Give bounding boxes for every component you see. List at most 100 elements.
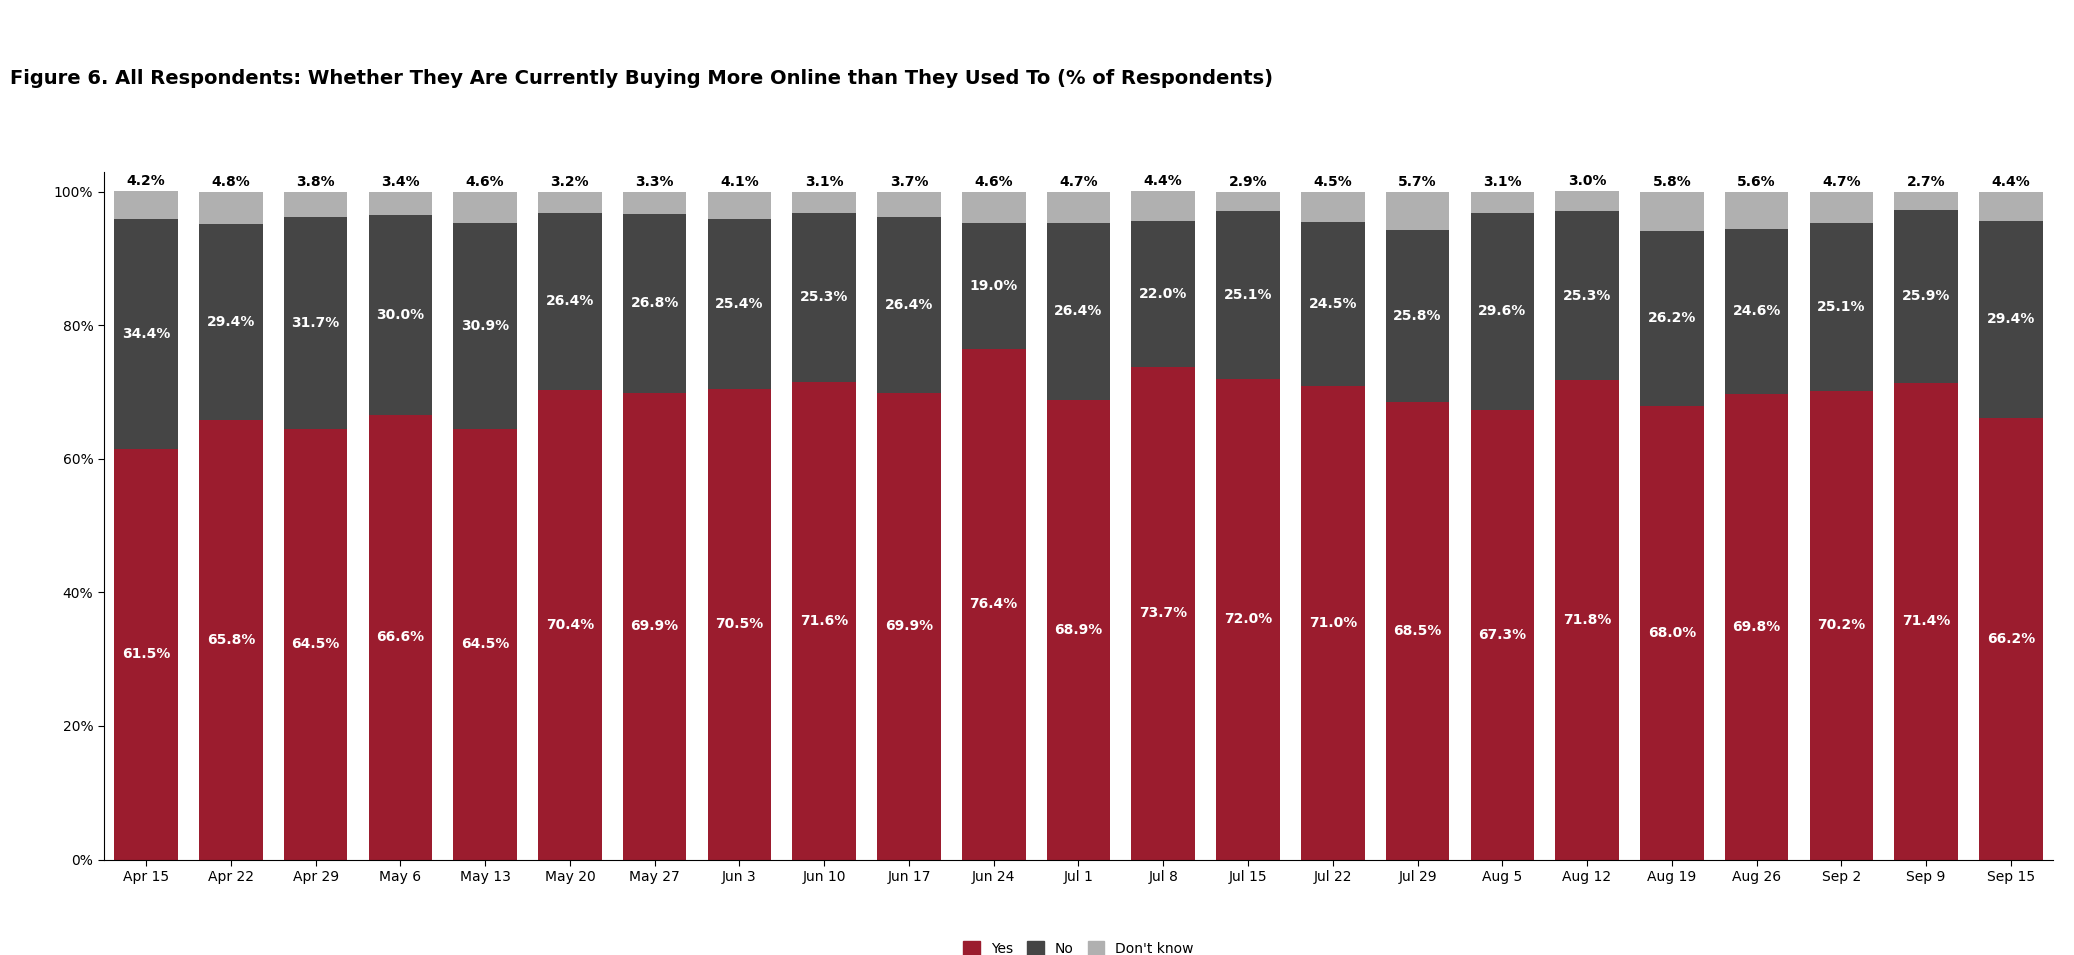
- Text: 25.3%: 25.3%: [1564, 288, 1611, 303]
- Text: 24.6%: 24.6%: [1732, 305, 1782, 318]
- Bar: [1726, 229, 1788, 393]
- Bar: [199, 192, 263, 224]
- Bar: [284, 218, 346, 429]
- Text: 26.4%: 26.4%: [1054, 305, 1103, 318]
- Bar: [199, 224, 263, 420]
- Text: 24.5%: 24.5%: [1309, 297, 1356, 310]
- Bar: [1809, 223, 1873, 391]
- Text: 71.4%: 71.4%: [1902, 614, 1950, 628]
- Text: 3.8%: 3.8%: [297, 175, 334, 188]
- Bar: [1215, 192, 1280, 211]
- Bar: [284, 192, 346, 218]
- Bar: [622, 214, 686, 393]
- Bar: [1979, 192, 2043, 222]
- Text: 4.7%: 4.7%: [1823, 175, 1860, 188]
- Bar: [792, 381, 857, 860]
- Text: 3.4%: 3.4%: [382, 175, 419, 188]
- Bar: [1385, 192, 1450, 230]
- Text: 4.7%: 4.7%: [1060, 175, 1097, 188]
- Bar: [1215, 211, 1280, 379]
- Bar: [1385, 230, 1450, 402]
- Bar: [1300, 192, 1365, 222]
- Bar: [1894, 383, 1958, 860]
- Text: 29.4%: 29.4%: [1987, 312, 2035, 327]
- Bar: [1047, 399, 1110, 860]
- Text: 73.7%: 73.7%: [1139, 606, 1186, 621]
- Text: 4.8%: 4.8%: [212, 175, 251, 188]
- Bar: [1047, 192, 1110, 223]
- Bar: [707, 220, 772, 389]
- Bar: [1894, 192, 1958, 210]
- Text: 3.3%: 3.3%: [635, 175, 674, 188]
- Text: 2.7%: 2.7%: [1906, 175, 1945, 188]
- Text: 3.2%: 3.2%: [550, 175, 589, 188]
- Text: 26.4%: 26.4%: [886, 298, 933, 311]
- Bar: [1470, 192, 1535, 213]
- Text: 29.4%: 29.4%: [207, 315, 255, 329]
- Bar: [792, 213, 857, 381]
- Text: Figure 6. All Respondents: Whether They Are Currently Buying More Online than Th: Figure 6. All Respondents: Whether They …: [10, 69, 1273, 88]
- Bar: [622, 393, 686, 860]
- Bar: [1470, 213, 1535, 411]
- Bar: [707, 389, 772, 860]
- Text: 72.0%: 72.0%: [1224, 612, 1271, 626]
- Text: 76.4%: 76.4%: [969, 598, 1018, 611]
- Text: 3.7%: 3.7%: [890, 175, 929, 188]
- Bar: [199, 420, 263, 860]
- Text: 4.6%: 4.6%: [975, 175, 1012, 188]
- Bar: [1385, 402, 1450, 860]
- Text: 34.4%: 34.4%: [122, 328, 170, 341]
- Bar: [1132, 191, 1195, 221]
- Text: 4.1%: 4.1%: [720, 175, 759, 188]
- Bar: [962, 223, 1025, 350]
- Text: 65.8%: 65.8%: [207, 633, 255, 647]
- Text: 61.5%: 61.5%: [122, 647, 170, 661]
- Text: 67.3%: 67.3%: [1479, 627, 1526, 642]
- Bar: [962, 192, 1025, 223]
- Bar: [1556, 380, 1620, 860]
- Text: 71.8%: 71.8%: [1564, 613, 1611, 626]
- Text: 64.5%: 64.5%: [460, 637, 510, 651]
- Text: 26.4%: 26.4%: [545, 294, 593, 308]
- Text: 5.6%: 5.6%: [1738, 175, 1775, 188]
- Text: 68.5%: 68.5%: [1394, 624, 1441, 638]
- Bar: [114, 191, 178, 220]
- Bar: [1809, 391, 1873, 860]
- Text: 69.9%: 69.9%: [630, 619, 678, 633]
- Text: 5.8%: 5.8%: [1653, 175, 1690, 188]
- Bar: [284, 429, 346, 860]
- Bar: [1726, 192, 1788, 229]
- Text: 25.9%: 25.9%: [1902, 289, 1950, 304]
- Bar: [792, 192, 857, 213]
- Bar: [369, 414, 431, 860]
- Text: 4.4%: 4.4%: [1145, 174, 1182, 188]
- Text: 25.1%: 25.1%: [1817, 300, 1867, 314]
- Text: 29.6%: 29.6%: [1479, 305, 1526, 318]
- Text: 25.3%: 25.3%: [801, 290, 848, 304]
- Bar: [1300, 386, 1365, 860]
- Bar: [877, 217, 942, 393]
- Bar: [454, 429, 516, 860]
- Bar: [1726, 393, 1788, 860]
- Bar: [369, 192, 431, 215]
- Bar: [369, 215, 431, 414]
- Text: 4.6%: 4.6%: [467, 175, 504, 188]
- Text: 31.7%: 31.7%: [292, 316, 340, 330]
- Text: 3.0%: 3.0%: [1568, 174, 1605, 188]
- Bar: [1979, 417, 2043, 860]
- Bar: [1047, 223, 1110, 399]
- Text: 66.6%: 66.6%: [375, 630, 425, 645]
- Bar: [1556, 191, 1620, 211]
- Text: 2.9%: 2.9%: [1228, 175, 1267, 188]
- Bar: [537, 192, 601, 213]
- Text: 5.7%: 5.7%: [1398, 175, 1437, 188]
- Text: 68.0%: 68.0%: [1647, 626, 1697, 640]
- Text: 30.0%: 30.0%: [375, 308, 425, 322]
- Text: 66.2%: 66.2%: [1987, 631, 2035, 646]
- Bar: [1641, 406, 1703, 860]
- Bar: [1556, 211, 1620, 380]
- Text: 26.2%: 26.2%: [1647, 311, 1697, 325]
- Text: 70.4%: 70.4%: [545, 618, 593, 631]
- Text: 70.5%: 70.5%: [716, 617, 763, 631]
- Bar: [877, 192, 942, 217]
